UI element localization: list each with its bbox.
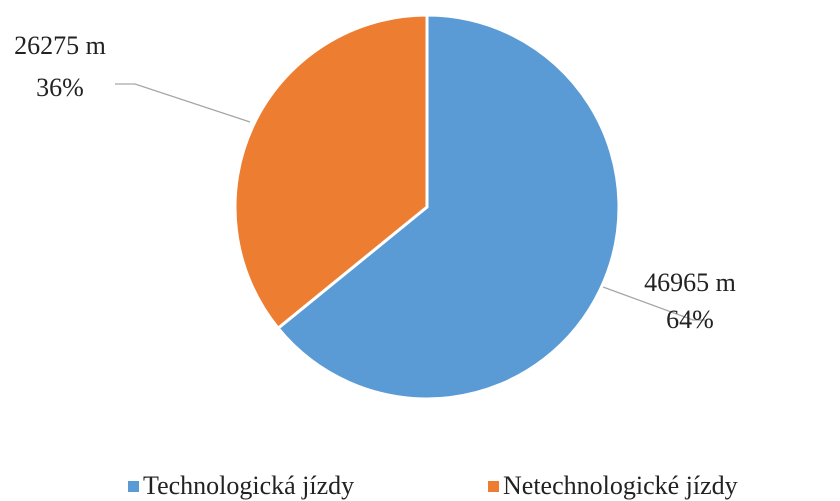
legend-label: Technologická jízdy (143, 471, 354, 500)
legend-swatch (128, 481, 139, 492)
legend-swatch (488, 481, 499, 492)
pie-slice (233, 13, 429, 330)
percent-label: 64% (666, 305, 714, 334)
data-label: 26275 m (14, 31, 106, 60)
leader-line (602, 286, 705, 321)
data-label: 46965 m (644, 268, 736, 297)
legend-label: Netechnologické jízdy (503, 471, 738, 500)
percent-label: 36% (36, 73, 84, 102)
leader-line (115, 83, 251, 123)
pie-slice (276, 13, 621, 401)
